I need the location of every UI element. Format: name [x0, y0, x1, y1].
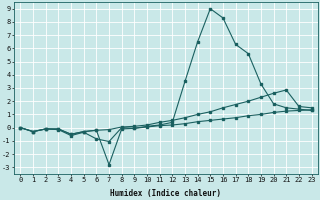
X-axis label: Humidex (Indice chaleur): Humidex (Indice chaleur): [110, 189, 221, 198]
